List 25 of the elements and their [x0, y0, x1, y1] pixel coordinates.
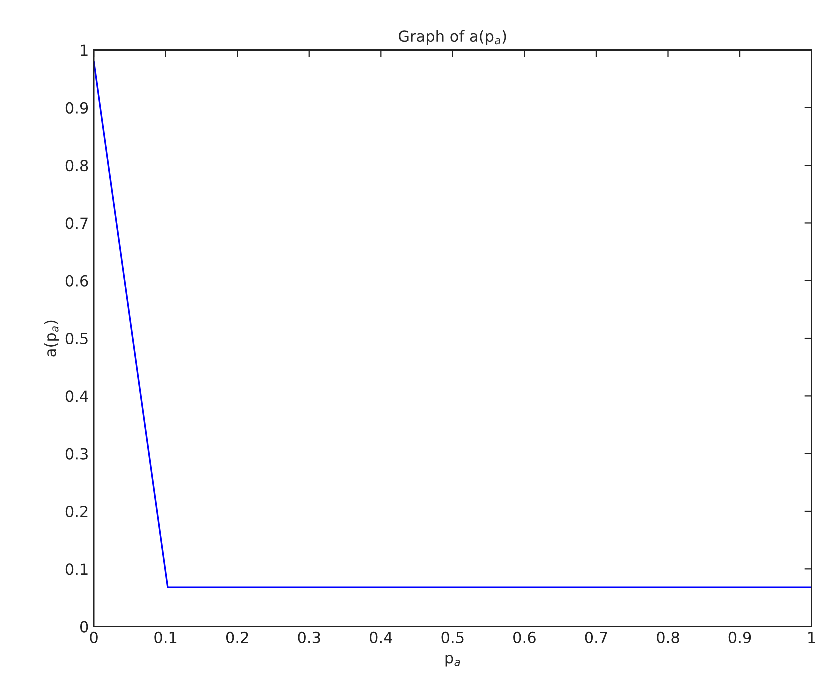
- x-axis-title: p$_{a}$: [446, 655, 460, 667]
- y-tick-label: 1: [81, 44, 88, 56]
- y-tick-label: 0.3: [66, 448, 88, 460]
- y-tick-label: 0.6: [66, 275, 88, 287]
- y-tick-label: 0.9: [66, 102, 88, 114]
- x-tick-label: 0.7: [585, 632, 608, 644]
- x-tick-label: 0.5: [442, 632, 464, 644]
- y-tick-label: 0.1: [66, 564, 88, 576]
- x-tick-label: 0: [90, 632, 98, 644]
- y-tick-label: 0.4: [66, 390, 88, 402]
- x-tick-label: 0.8: [657, 632, 680, 644]
- x-tick-label: 1: [808, 632, 816, 644]
- y-tick-label: 0.8: [66, 160, 88, 172]
- y-tick-label: 0.2: [66, 506, 88, 518]
- x-tick-label: 0.2: [226, 632, 248, 644]
- y-axis-title: a(p$_{a}$): [44, 320, 60, 357]
- x-tick-label: 0.1: [154, 632, 177, 644]
- y-tick-label: 0.7: [66, 218, 88, 230]
- x-tick-label: 0.3: [298, 632, 320, 644]
- x-tick-label: 0.6: [514, 632, 536, 644]
- y-tick-label: 0.5: [66, 332, 88, 345]
- chart-title: Graph of a(p$_{a}$): [399, 30, 506, 46]
- x-tick-label: 0.4: [370, 632, 392, 644]
- x-tick-label: 0.9: [728, 632, 752, 644]
- y-tick-label: 0: [80, 621, 88, 633]
